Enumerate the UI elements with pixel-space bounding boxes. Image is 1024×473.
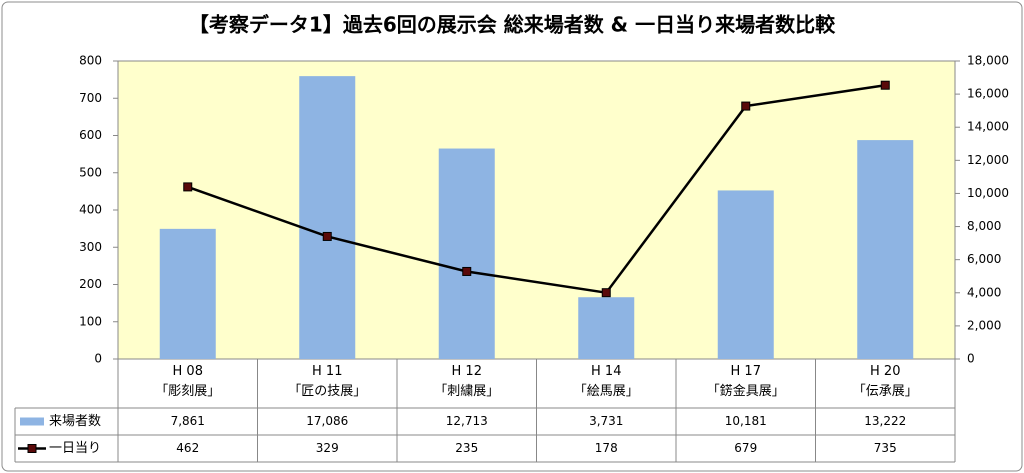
bar <box>717 190 774 359</box>
table-value: 679 <box>734 441 757 455</box>
table-value: 12,713 <box>446 414 488 428</box>
y2-tick-label: 4,000 <box>967 285 1001 299</box>
marker <box>880 80 890 90</box>
table-value: 10,181 <box>725 414 767 428</box>
legend-key <box>20 417 44 426</box>
y-tick-label: 700 <box>79 91 102 105</box>
x-tick-label: H 20 「伝承展」 <box>852 364 918 399</box>
x-tick-label: H 11 「匠の技展」 <box>288 364 367 399</box>
y2-tick-label: 10,000 <box>967 186 1009 200</box>
y-tick-label: 0 <box>94 352 102 366</box>
marker <box>322 231 332 241</box>
table-value: 329 <box>316 441 339 455</box>
line <box>187 83 886 295</box>
y2-tick-label: 16,000 <box>967 87 1009 101</box>
y-tick-label: 100 <box>79 314 102 328</box>
x-tick-label: H 12 「刺繍展」 <box>434 364 500 399</box>
table-value: 7,861 <box>171 414 205 428</box>
bar <box>159 228 216 359</box>
bar <box>299 76 356 359</box>
x-tick-label: H 08 「彫刻展」 <box>155 364 221 399</box>
table-value: 178 <box>595 441 618 455</box>
y2-tick-label: 8,000 <box>967 219 1001 233</box>
plot-area <box>117 60 956 360</box>
bar <box>438 148 495 359</box>
table-value: 235 <box>455 441 478 455</box>
bar <box>578 297 635 359</box>
x-tick-label: H 17 「錺金具展」 <box>706 364 785 399</box>
bar <box>857 140 914 359</box>
legend-label: 来場者数 <box>49 414 101 429</box>
chart-title: 【考察データ1】過去6回の展示会 総来場者数 & 一日当り来場者数比較 <box>189 13 836 37</box>
y2-tick-label: 0 <box>967 352 975 366</box>
table-value: 17,086 <box>306 414 348 428</box>
marker <box>183 182 193 192</box>
table-value: 13,222 <box>864 414 906 428</box>
table-value: 462 <box>176 441 199 455</box>
y2-tick-label: 18,000 <box>967 54 1009 68</box>
y2-tick-label: 2,000 <box>967 318 1001 332</box>
y2-tick-label: 12,000 <box>967 153 1009 167</box>
y-tick-label: 800 <box>79 54 102 68</box>
marker <box>741 101 751 111</box>
y-tick-label: 500 <box>79 165 102 179</box>
y2-tick-label: 14,000 <box>967 120 1009 134</box>
y2-tick-label: 6,000 <box>967 252 1001 266</box>
legend-label: 一日当り <box>49 441 101 456</box>
marker <box>601 288 611 298</box>
y-tick-label: 400 <box>79 203 102 217</box>
x-tick-label: H 14 「絵馬展」 <box>573 364 639 399</box>
y-tick-label: 200 <box>79 277 102 291</box>
table-value: 3,731 <box>589 414 623 428</box>
y-tick-label: 300 <box>79 240 102 254</box>
table-value: 735 <box>874 441 897 455</box>
y-tick-label: 600 <box>79 128 102 142</box>
marker <box>462 266 472 276</box>
legend-key <box>27 444 37 453</box>
